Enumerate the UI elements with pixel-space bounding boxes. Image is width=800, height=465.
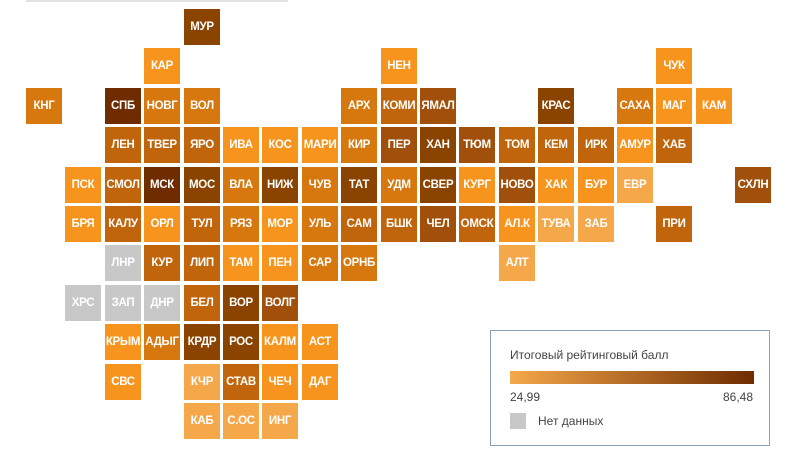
region-tile[interactable]: АСТ — [302, 324, 338, 360]
region-tile[interactable]: ДАГ — [302, 364, 338, 400]
region-tile[interactable]: ПЕР — [381, 127, 417, 163]
top-divider — [26, 0, 288, 2]
region-tile[interactable]: ВОЛ — [184, 88, 220, 124]
region-tile[interactable]: ЕВР — [617, 167, 653, 203]
region-tile[interactable]: ХАБ — [656, 127, 692, 163]
region-tile[interactable]: НОВО — [499, 167, 535, 203]
region-tile[interactable]: ИРК — [578, 127, 614, 163]
region-tile[interactable]: КАЛУ — [105, 206, 141, 242]
legend-max-label: 86,48 — [722, 390, 753, 404]
region-tile[interactable]: КАБ — [184, 403, 220, 439]
region-tile[interactable]: ЯРО — [184, 127, 220, 163]
region-tile[interactable]: ВОР — [223, 285, 259, 321]
region-tile[interactable]: СВЕР — [420, 167, 456, 203]
region-tile[interactable]: ВОЛГ — [262, 285, 298, 321]
legend-no-data-label: Нет данных — [538, 414, 604, 428]
region-tile[interactable]: ЛИП — [184, 245, 220, 281]
region-tile[interactable]: УДМ — [381, 167, 417, 203]
region-tile[interactable]: ТУВА — [538, 206, 574, 242]
region-tile[interactable]: ТОМ — [499, 127, 535, 163]
region-tile[interactable]: КРАС — [538, 88, 574, 124]
region-tile[interactable]: ИВА — [223, 127, 259, 163]
region-tile[interactable]: АРХ — [341, 88, 377, 124]
region-tile[interactable]: РЯЗ — [223, 206, 259, 242]
region-tile[interactable]: ЧЕЧ — [262, 364, 298, 400]
region-tile[interactable]: РОС — [223, 324, 259, 360]
region-tile[interactable]: ЯМАЛ — [420, 88, 456, 124]
region-tile[interactable]: СХЛН — [735, 167, 771, 203]
region-tile[interactable]: МУР — [184, 9, 220, 45]
region-tile[interactable]: КРДР — [184, 324, 220, 360]
region-tile[interactable]: ОРЛ — [144, 206, 180, 242]
region-tile[interactable]: МСК — [144, 167, 180, 203]
region-tile[interactable]: С.ОС — [223, 403, 259, 439]
region-tile[interactable]: СВС — [105, 364, 141, 400]
region-tile[interactable]: ПЕН — [262, 245, 298, 281]
region-tile[interactable]: КЧР — [184, 364, 220, 400]
region-tile[interactable]: КАМ — [696, 88, 732, 124]
region-tile[interactable]: АЛ.К — [499, 206, 535, 242]
region-tile[interactable]: ВЛА — [223, 167, 259, 203]
region-tile[interactable]: ТАТ — [341, 167, 377, 203]
region-tile[interactable]: КУРГ — [459, 167, 495, 203]
region-tile[interactable]: МАГ — [656, 88, 692, 124]
region-tile[interactable]: БРЯ — [65, 206, 101, 242]
region-tile[interactable]: КЕМ — [538, 127, 574, 163]
region-tile[interactable]: КИР — [341, 127, 377, 163]
region-tile[interactable]: КУР — [144, 245, 180, 281]
region-tile[interactable]: ЧУК — [656, 48, 692, 84]
region-tile[interactable]: БУР — [578, 167, 614, 203]
region-tile[interactable]: САР — [302, 245, 338, 281]
region-tile[interactable]: ПСК — [65, 167, 101, 203]
region-tile[interactable]: ЗАБ — [578, 206, 614, 242]
region-tile[interactable]: НЕН — [381, 48, 417, 84]
region-tile[interactable]: БШК — [381, 206, 417, 242]
region-tile[interactable]: ПРИ — [656, 206, 692, 242]
legend: Итоговый рейтинговый балл 24,99 86,48 Не… — [490, 330, 770, 446]
region-tile[interactable]: САХА — [617, 88, 653, 124]
legend-no-data-swatch — [510, 413, 526, 429]
region-tile[interactable]: НИЖ — [262, 167, 298, 203]
region-tile[interactable]: ХАК — [538, 167, 574, 203]
region-tile[interactable]: КАР — [144, 48, 180, 84]
region-tile[interactable]: ДНР — [144, 285, 180, 321]
region-tile[interactable]: УЛЬ — [302, 206, 338, 242]
region-tile[interactable]: АМУР — [617, 127, 653, 163]
region-tile[interactable]: СМОЛ — [105, 167, 141, 203]
region-tile[interactable]: НОВГ — [144, 88, 180, 124]
region-tile[interactable]: САМ — [341, 206, 377, 242]
region-tile[interactable]: АДЫГ — [144, 324, 180, 360]
region-tile[interactable]: ХАН — [420, 127, 456, 163]
region-tile[interactable]: КРЫМ — [105, 324, 141, 360]
legend-min-label: 24,99 — [510, 390, 541, 404]
region-tile[interactable]: МОР — [262, 206, 298, 242]
region-tile[interactable]: КНГ — [26, 88, 62, 124]
region-tile[interactable]: МОС — [184, 167, 220, 203]
region-tile[interactable]: ЗАП — [105, 285, 141, 321]
region-tile[interactable]: КАЛМ — [262, 324, 298, 360]
region-tile[interactable]: ОМСК — [459, 206, 495, 242]
region-tile[interactable]: ЛЕН — [105, 127, 141, 163]
region-tile[interactable]: ТУЛ — [184, 206, 220, 242]
region-tile[interactable]: ЧУВ — [302, 167, 338, 203]
region-tile[interactable]: БЕЛ — [184, 285, 220, 321]
region-tile[interactable]: ИНГ — [262, 403, 298, 439]
legend-gradient-bar — [510, 371, 754, 384]
region-tile[interactable]: ОРНБ — [341, 245, 377, 281]
region-tile[interactable]: СПБ — [105, 88, 141, 124]
region-tile[interactable]: ТЮМ — [459, 127, 495, 163]
region-tile[interactable]: ЧЕЛ — [420, 206, 456, 242]
region-tile[interactable]: КОМИ — [381, 88, 417, 124]
region-tile[interactable]: ЛНР — [105, 245, 141, 281]
region-tile[interactable]: ХРС — [65, 285, 101, 321]
legend-title: Итоговый рейтинговый балл — [510, 348, 669, 362]
region-tile[interactable]: ТАМ — [223, 245, 259, 281]
region-tile[interactable]: МАРИ — [302, 127, 338, 163]
region-tile[interactable]: ТВЕР — [144, 127, 180, 163]
region-tile[interactable]: АЛТ — [499, 245, 535, 281]
region-tile[interactable]: СТАВ — [223, 364, 259, 400]
region-tile[interactable]: КОС — [262, 127, 298, 163]
